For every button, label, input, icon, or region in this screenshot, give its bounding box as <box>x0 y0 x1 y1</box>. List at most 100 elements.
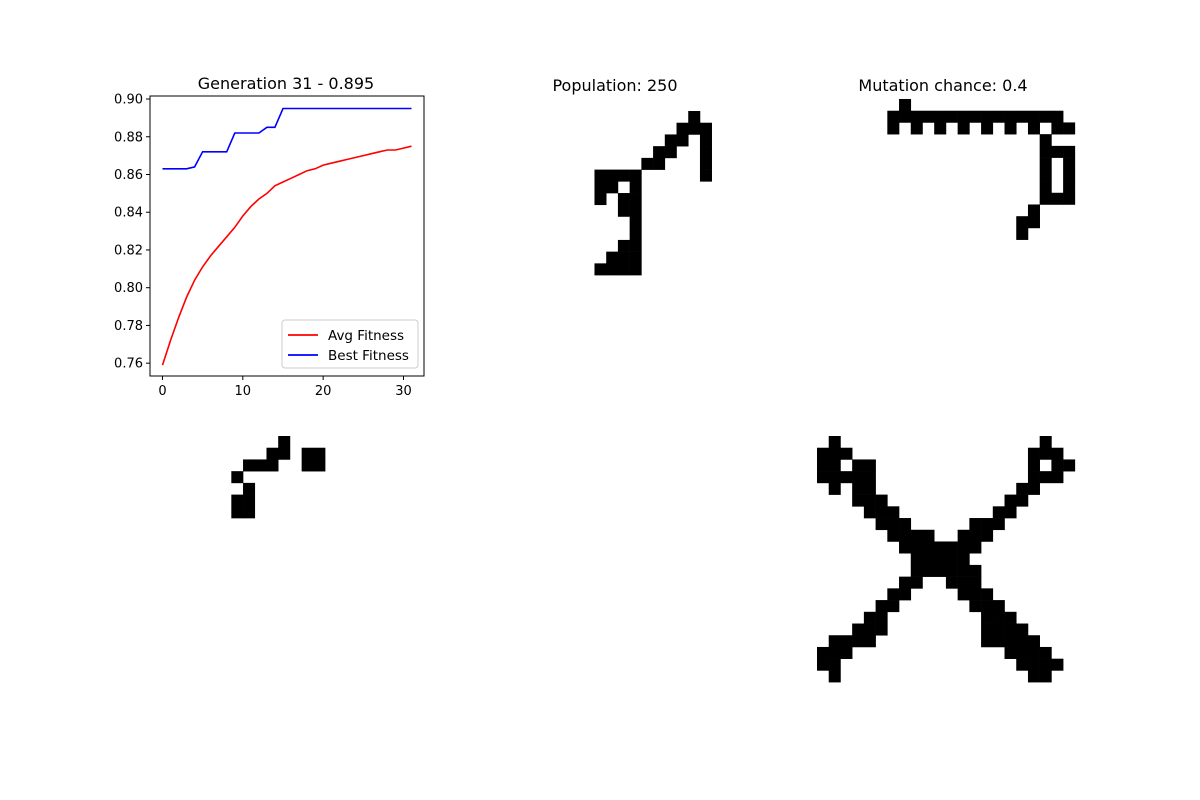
grid-cell <box>981 611 994 624</box>
grid-cell <box>887 110 900 123</box>
y-axis-ticks: 0.76 0.78 0.80 0.82 0.84 0.86 0.88 0.90 <box>114 93 150 372</box>
grid-cell <box>231 471 244 484</box>
grid-cell <box>1004 122 1017 135</box>
grid-cell <box>992 110 1005 123</box>
grid-cell <box>606 251 619 264</box>
grid-cell <box>887 122 900 135</box>
grid-cell <box>957 110 970 123</box>
grid-cell <box>981 122 994 135</box>
grid-cell <box>1016 110 1029 123</box>
grid-cell <box>1063 169 1076 182</box>
grid-cell <box>957 541 970 554</box>
grid-cell <box>254 459 267 472</box>
grid-cell <box>1016 646 1029 659</box>
grid-cell <box>1016 658 1029 671</box>
legend-label-best-fitness: Best Fitness <box>328 348 409 364</box>
grid-cell <box>875 518 888 531</box>
grid-cell <box>899 588 912 601</box>
grid-cell <box>817 658 830 671</box>
grid-cell <box>899 99 912 112</box>
grid-cell <box>1027 110 1040 123</box>
grid-cell <box>699 134 712 147</box>
grid-cell <box>957 553 970 566</box>
legend: Avg Fitness Best Fitness <box>281 319 419 369</box>
y-tick-label: 0.88 <box>114 130 143 145</box>
grid-cell <box>606 263 619 276</box>
grid-cell <box>1039 447 1052 460</box>
grid-cell <box>875 600 888 613</box>
grid-cell <box>992 518 1005 531</box>
grid-cell <box>981 600 994 613</box>
grid-cell <box>981 518 994 531</box>
grid-cell <box>934 564 947 577</box>
grid-cell <box>817 447 830 460</box>
grid-cell <box>1004 635 1017 648</box>
grid-cell <box>934 122 947 135</box>
grid-cell <box>828 459 841 472</box>
grid-cell <box>899 576 912 589</box>
grid-cell <box>852 459 865 472</box>
fitness-line-chart: Generation 31 - 0.895 0 10 20 30 0.760.780.… <box>114 74 425 399</box>
grid-cell <box>817 646 830 659</box>
grid-cell <box>664 134 677 147</box>
grid-cell <box>1004 611 1017 624</box>
grid-cell <box>957 576 970 589</box>
grid-cell <box>1051 192 1064 205</box>
grid-cell <box>863 635 876 648</box>
grid-cell <box>653 157 666 170</box>
grid-cell <box>852 635 865 648</box>
grid-cell <box>1004 110 1017 123</box>
grid-cell <box>1063 181 1076 194</box>
grid-cell <box>852 482 865 495</box>
grid-cell <box>1004 623 1017 636</box>
grid-cell <box>969 564 982 577</box>
grid-cell <box>945 541 958 554</box>
grid-cell <box>629 251 642 264</box>
grid-cell <box>934 553 947 566</box>
grid-cell <box>629 204 642 217</box>
x-tick-label: 0 <box>158 384 166 399</box>
grid-cell <box>617 204 630 217</box>
grid-cell <box>699 157 712 170</box>
grid-cell <box>863 459 876 472</box>
grid-cell <box>266 447 279 460</box>
grid-cell <box>664 146 677 159</box>
grid-cell <box>899 529 912 542</box>
grid-cell <box>1027 471 1040 484</box>
grid-cell <box>243 459 256 472</box>
grid-cell <box>1027 216 1040 229</box>
series-line-avg-fitness <box>161 145 412 366</box>
grid-cell <box>617 251 630 264</box>
grid-cell <box>981 635 994 648</box>
grid-cell <box>863 471 876 484</box>
grid-cell <box>617 193 630 206</box>
grid-cell <box>278 447 291 460</box>
grid-cell <box>1063 192 1076 205</box>
grid-cell <box>1027 122 1040 135</box>
grid-cell <box>629 239 642 252</box>
grid-cell <box>828 670 841 683</box>
grid-cell <box>1027 204 1040 217</box>
grid-cell <box>699 169 712 182</box>
grid-cell <box>1051 447 1064 460</box>
grid-cell <box>629 169 642 182</box>
grid-cell <box>863 611 876 624</box>
grid-cell <box>840 471 853 484</box>
grid-cell <box>957 588 970 601</box>
grid-cell <box>617 169 630 182</box>
population-title: Population: 250 <box>552 76 677 95</box>
grid-cell <box>910 564 923 577</box>
grid-cell <box>887 506 900 519</box>
y-tick-label: 0.80 <box>114 281 143 296</box>
grid-cell <box>817 459 830 472</box>
grid-cell <box>1039 145 1052 158</box>
grid-cell <box>1051 145 1064 158</box>
grid-cell <box>922 564 935 577</box>
grid-cell <box>863 623 876 636</box>
grid-cell <box>617 263 630 276</box>
grid-cell <box>863 482 876 495</box>
grid-cell <box>981 110 994 123</box>
grid-cell <box>887 529 900 542</box>
mutation-grid: Mutation chance: 0.4 <box>858 76 1076 240</box>
